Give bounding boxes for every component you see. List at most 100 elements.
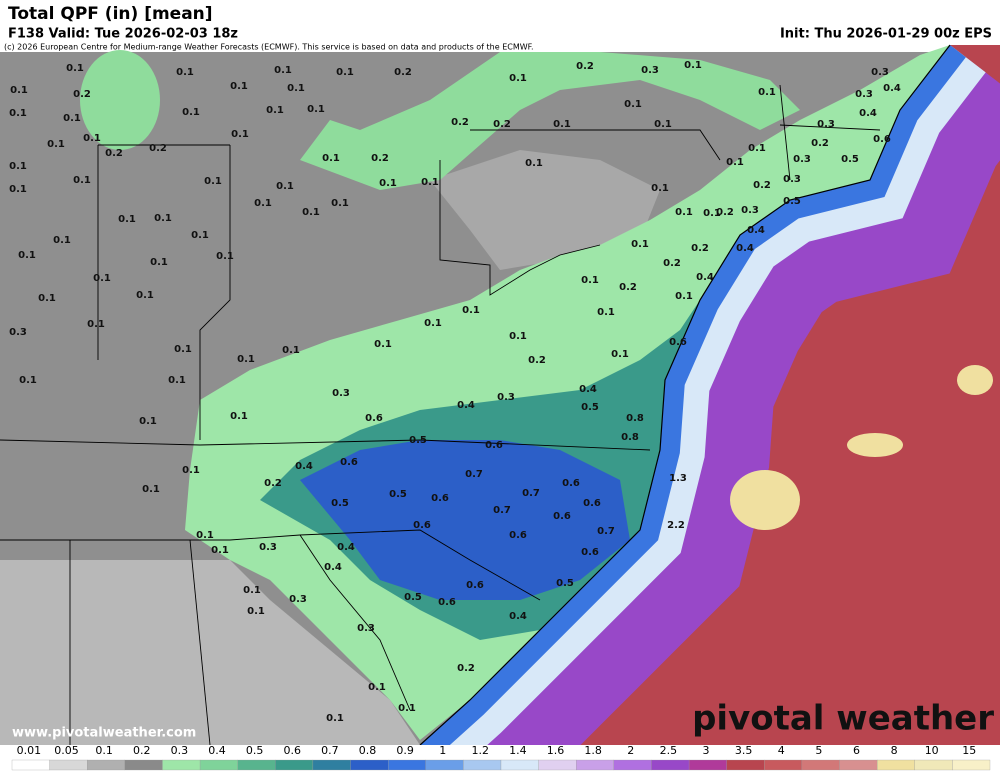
value-label: 0.1 <box>726 157 744 168</box>
value-label: 0.3 <box>783 174 801 185</box>
value-label: 0.1 <box>231 129 249 140</box>
value-label: 0.6 <box>413 520 431 531</box>
value-label: 0.1 <box>266 105 284 116</box>
value-label: 0.1 <box>243 585 261 596</box>
value-label: 0.1 <box>216 251 234 262</box>
color-swatch <box>49 759 88 771</box>
color-swatch <box>726 759 765 771</box>
value-label: 0.1 <box>509 331 527 342</box>
value-label: 0.1 <box>150 257 168 268</box>
legend-tick-label: 5 <box>815 744 822 757</box>
legend-tick-label: 0.3 <box>171 744 189 757</box>
value-label: 0.1 <box>53 235 71 246</box>
logo: pivotal weather <box>692 699 994 739</box>
color-swatch <box>538 759 577 771</box>
value-label: 0.1 <box>462 305 480 316</box>
color-swatch <box>801 759 840 771</box>
legend-tick-label: 0.8 <box>359 744 377 757</box>
value-label: 0.2 <box>457 663 475 674</box>
value-label: 0.1 <box>174 344 192 355</box>
value-label: 0.5 <box>409 435 427 446</box>
value-label: 0.1 <box>191 230 209 241</box>
value-label: 0.4 <box>579 384 597 395</box>
value-label: 0.1 <box>581 275 599 286</box>
value-label: 0.1 <box>758 87 776 98</box>
value-label: 0.2 <box>105 148 123 159</box>
legend-tick-label: 0.05 <box>54 744 79 757</box>
value-label: 0.1 <box>18 250 36 261</box>
value-label: 0.4 <box>337 542 355 553</box>
value-label: 0.1 <box>675 291 693 302</box>
value-label: 0.1 <box>230 411 248 422</box>
color-swatch <box>839 759 878 771</box>
value-label: 0.4 <box>736 243 754 254</box>
value-label: 0.6 <box>581 547 599 558</box>
value-label: 0.6 <box>365 413 383 424</box>
value-label: 0.1 <box>196 530 214 541</box>
color-swatch <box>914 759 953 771</box>
precip-green <box>300 52 800 190</box>
value-label: 0.4 <box>509 611 527 622</box>
value-label: 0.1 <box>176 67 194 78</box>
legend-tick-label: 3 <box>703 744 710 757</box>
value-label: 0.1 <box>204 176 222 187</box>
value-label: 0.1 <box>624 99 642 110</box>
color-swatch <box>613 759 652 771</box>
value-label: 0.2 <box>149 143 167 154</box>
value-label: 0.1 <box>9 161 27 172</box>
legend-tick-label: 1.4 <box>509 744 527 757</box>
value-label: 0.6 <box>669 337 687 348</box>
value-label: 0.2 <box>716 207 734 218</box>
value-label: 0.6 <box>485 440 503 451</box>
value-label: 0.6 <box>553 511 571 522</box>
value-label: 0.1 <box>139 416 157 427</box>
color-swatch <box>11 759 50 771</box>
value-label: 0.6 <box>466 580 484 591</box>
value-label: 0.2 <box>371 153 389 164</box>
value-label: 0.1 <box>182 107 200 118</box>
color-swatch <box>199 759 238 771</box>
color-swatch <box>162 759 201 771</box>
value-label: 0.2 <box>528 355 546 366</box>
value-label: 0.1 <box>651 183 669 194</box>
color-swatch <box>688 759 727 771</box>
value-label: 0.2 <box>264 478 282 489</box>
value-label: 0.2 <box>493 119 511 130</box>
value-label: 0.1 <box>282 345 300 356</box>
value-label: 0.7 <box>597 526 615 537</box>
color-swatch <box>651 759 690 771</box>
value-label: 0.2 <box>576 61 594 72</box>
value-label: 0.1 <box>631 239 649 250</box>
value-label: 0.4 <box>696 272 714 283</box>
legend-tick-label: 1.6 <box>547 744 565 757</box>
value-label: 0.1 <box>276 181 294 192</box>
value-label: 0.1 <box>10 85 28 96</box>
state-lines <box>0 84 881 746</box>
title: Total QPF (in) [mean] <box>8 4 213 24</box>
color-swatch <box>312 759 351 771</box>
color-swatch <box>388 759 426 771</box>
value-label: 0.3 <box>855 89 873 100</box>
value-label: 0.5 <box>556 578 574 589</box>
value-label: 0.1 <box>748 143 766 154</box>
value-label: 0.1 <box>274 65 292 76</box>
value-label: 0.1 <box>230 81 248 92</box>
value-label: 0.4 <box>747 225 765 236</box>
value-label: 0.2 <box>811 138 829 149</box>
credit: (c) 2026 European Centre for Medium-rang… <box>4 43 534 52</box>
legend-tick-label: 1 <box>439 744 446 757</box>
value-label: 0.3 <box>871 67 889 78</box>
value-label: 0.1 <box>326 713 344 724</box>
header-bg <box>0 0 1000 52</box>
value-label: 0.1 <box>421 177 439 188</box>
website: www.pivotalweather.com <box>12 726 196 741</box>
value-label: 0.3 <box>289 594 307 605</box>
value-label: 0.6 <box>873 134 891 145</box>
value-label: 0.1 <box>19 375 37 386</box>
valid-time: F138 Valid: Tue 2026-02-03 18z <box>8 27 238 42</box>
value-label: 0.2 <box>691 243 709 254</box>
legend-tick-label: 0.01 <box>17 744 42 757</box>
color-swatch <box>350 759 389 771</box>
value-label: 0.1 <box>322 153 340 164</box>
